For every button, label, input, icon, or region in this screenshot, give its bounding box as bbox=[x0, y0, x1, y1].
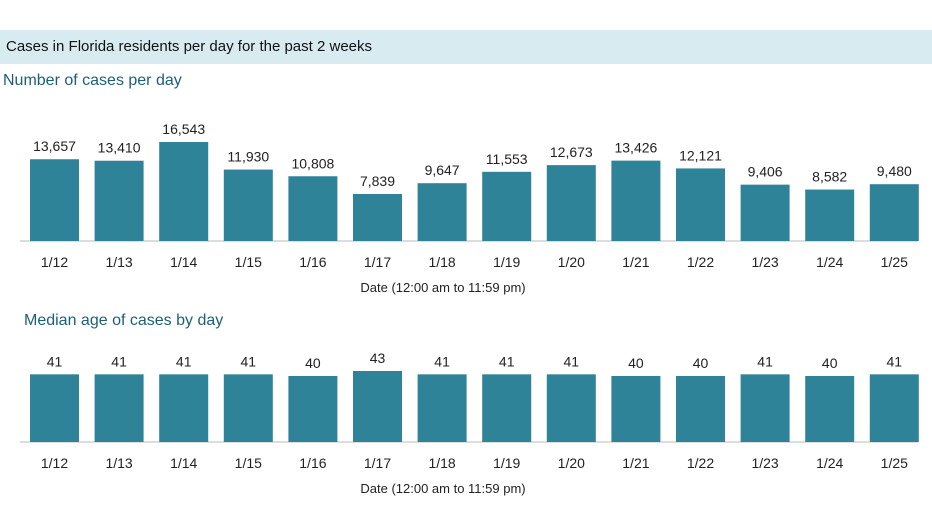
bar-1/20 bbox=[546, 374, 596, 442]
value-label-1/13: 13,410 bbox=[98, 140, 141, 156]
value-label-1/15: 11,930 bbox=[227, 149, 269, 165]
bar-1/23 bbox=[740, 184, 790, 241]
value-label-1/17: 7,839 bbox=[360, 173, 395, 189]
bar-1/24 bbox=[805, 189, 855, 241]
value-label-1/21: 40 bbox=[628, 355, 644, 371]
tick-label-1/20: 1/20 bbox=[558, 254, 585, 270]
value-label-1/20: 12,673 bbox=[550, 144, 593, 160]
bar-1/16 bbox=[288, 376, 338, 442]
bar-1/15 bbox=[223, 374, 273, 442]
age-chart-title: Median age of cases by day bbox=[24, 312, 224, 329]
x-axis-title: Date (12:00 am to 11:59 pm) bbox=[360, 481, 525, 496]
tick-label-1/19: 1/19 bbox=[493, 254, 520, 270]
tick-label-1/22: 1/22 bbox=[687, 455, 714, 471]
tick-label-1/14: 1/14 bbox=[170, 254, 197, 270]
value-label-1/14: 41 bbox=[176, 353, 192, 369]
bar-1/13 bbox=[94, 374, 144, 442]
value-label-1/23: 41 bbox=[757, 353, 773, 369]
tick-label-1/17: 1/17 bbox=[364, 254, 391, 270]
tick-label-1/24: 1/24 bbox=[816, 455, 843, 471]
bar-1/12 bbox=[30, 159, 79, 241]
value-label-1/20: 41 bbox=[564, 353, 580, 369]
bar-1/16 bbox=[288, 176, 338, 241]
tick-label-1/24: 1/24 bbox=[816, 254, 843, 270]
tick-label-1/13: 1/13 bbox=[105, 254, 132, 270]
tick-label-1/12: 1/12 bbox=[41, 254, 68, 270]
tick-label-1/21: 1/21 bbox=[622, 254, 649, 270]
tick-label-1/14: 1/14 bbox=[170, 455, 197, 471]
tick-label-1/23: 1/23 bbox=[751, 254, 778, 270]
tick-label-1/25: 1/25 bbox=[881, 455, 908, 471]
value-label-1/22: 40 bbox=[693, 355, 709, 371]
tick-label-1/15: 1/15 bbox=[235, 254, 262, 270]
value-label-1/25: 41 bbox=[887, 353, 903, 369]
value-label-1/25: 9,480 bbox=[877, 163, 912, 179]
tick-label-1/16: 1/16 bbox=[299, 254, 326, 270]
value-label-1/18: 41 bbox=[434, 353, 450, 369]
tick-label-1/22: 1/22 bbox=[687, 254, 714, 270]
page-title: Cases in Florida residents per day for t… bbox=[6, 38, 373, 55]
x-axis-title: Date (12:00 am to 11:59 pm) bbox=[360, 280, 525, 295]
value-label-1/17: 43 bbox=[370, 350, 386, 366]
tick-label-1/20: 1/20 bbox=[558, 455, 585, 471]
bar-1/19 bbox=[482, 374, 532, 442]
value-label-1/15: 41 bbox=[241, 353, 257, 369]
tick-label-1/13: 1/13 bbox=[105, 455, 132, 471]
tick-label-1/12: 1/12 bbox=[41, 455, 68, 471]
bar-1/22 bbox=[676, 168, 725, 241]
tick-label-1/25: 1/25 bbox=[881, 254, 908, 270]
cases-per-day-chart: 13,657 1/12 13,410 1/13 16,543 1/14 11,930 1/15… bbox=[20, 121, 919, 295]
value-label-1/19: 11,553 bbox=[486, 151, 528, 167]
bar-1/15 bbox=[223, 169, 273, 241]
tick-label-1/19: 1/19 bbox=[493, 455, 520, 471]
tick-label-1/16: 1/16 bbox=[299, 455, 326, 471]
tick-label-1/15: 1/15 bbox=[235, 455, 262, 471]
bar-1/21 bbox=[611, 160, 661, 241]
bar-1/23 bbox=[740, 374, 790, 442]
bar-1/25 bbox=[869, 184, 919, 241]
tick-label-1/18: 1/18 bbox=[428, 254, 455, 270]
bar-1/13 bbox=[94, 160, 144, 241]
tick-label-1/21: 1/21 bbox=[622, 455, 649, 471]
value-label-1/16: 10,808 bbox=[291, 155, 334, 171]
cases-chart-title: Number of cases per day bbox=[3, 72, 182, 89]
value-label-1/19: 41 bbox=[499, 353, 515, 369]
bar-1/14 bbox=[159, 374, 209, 442]
bar-1/14 bbox=[159, 142, 209, 241]
tick-label-1/23: 1/23 bbox=[751, 455, 778, 471]
bar-1/12 bbox=[30, 374, 79, 442]
value-label-1/12: 41 bbox=[47, 353, 63, 369]
tick-label-1/18: 1/18 bbox=[428, 455, 455, 471]
bar-1/17 bbox=[353, 371, 402, 442]
value-label-1/16: 40 bbox=[305, 355, 321, 371]
bar-1/24 bbox=[805, 376, 855, 442]
bar-1/18 bbox=[417, 183, 467, 241]
median-age-chart: 41 1/12 41 1/13 41 1/14 41 1/15 40 1/16 43 1/17 41 1/… bbox=[20, 350, 919, 496]
header-band bbox=[0, 30, 932, 64]
value-label-1/23: 9,406 bbox=[748, 164, 783, 180]
value-label-1/18: 9,647 bbox=[425, 162, 460, 178]
bar-1/19 bbox=[482, 171, 532, 241]
bar-1/20 bbox=[546, 165, 596, 241]
tick-label-1/17: 1/17 bbox=[364, 455, 391, 471]
bar-1/21 bbox=[611, 376, 661, 442]
value-label-1/14: 16,543 bbox=[162, 121, 205, 137]
value-label-1/24: 8,582 bbox=[812, 169, 847, 185]
bar-1/18 bbox=[417, 374, 467, 442]
value-label-1/22: 12,121 bbox=[679, 147, 722, 163]
bar-1/22 bbox=[676, 376, 725, 442]
value-label-1/24: 40 bbox=[822, 355, 838, 371]
bar-1/25 bbox=[869, 374, 919, 442]
value-label-1/21: 13,426 bbox=[614, 140, 657, 156]
value-label-1/13: 41 bbox=[111, 353, 127, 369]
bar-1/17 bbox=[353, 194, 402, 241]
value-label-1/12: 13,657 bbox=[33, 138, 76, 154]
